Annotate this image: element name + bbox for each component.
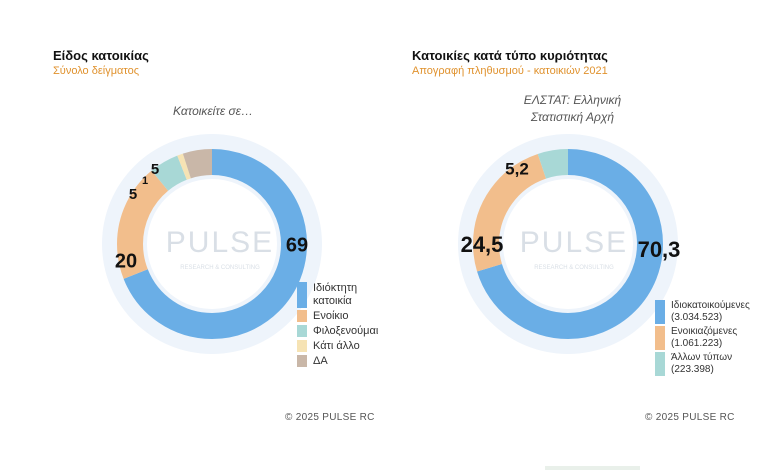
data-label: 5 (151, 161, 159, 178)
chart1-legend: Ιδιόκτητη κατοικία Ενοίκιο Φιλοξενούμαι … (297, 282, 387, 370)
data-label: 20 (115, 250, 137, 272)
legend-label: Κάτι άλλο (313, 340, 360, 352)
legend-swatch (297, 310, 307, 322)
legend-swatch (297, 325, 307, 337)
chart1-copyright: © 2025 PULSE RC (285, 412, 375, 423)
data-label: 5,2 (505, 159, 529, 178)
chart-center (147, 179, 277, 309)
chart1-subtitle: Σύνολο δείγματος (53, 65, 140, 77)
legend-swatch (655, 300, 665, 324)
legend-label: Ιδιόκτητη κατοικία (313, 282, 358, 307)
watermark-text: PULSE (520, 226, 628, 259)
chart1-note: Κατοικείτε σε… (173, 104, 253, 118)
chart-center (503, 179, 633, 309)
chart2-legend: Ιδιοκατοικούμενες (3.034.523) Ενοικιαζόμ… (655, 300, 765, 378)
donut-slice (117, 149, 307, 339)
watermark-subtext: RESEARCH & CONSULTING (180, 265, 260, 271)
chart1-title: Είδος κατοικίας (53, 48, 149, 63)
watermark-subtext: RESEARCH & CONSULTING (534, 265, 614, 271)
legend-item-na: ΔΑ (297, 355, 387, 368)
data-label: 70,3 (638, 237, 681, 262)
bottom-accent-bar (545, 466, 640, 470)
watermark-text: PULSE (166, 226, 274, 259)
legend-item-other: Κάτι άλλο (297, 340, 387, 353)
legend-swatch (297, 355, 307, 367)
legend-swatch (655, 326, 665, 350)
legend-swatch (655, 352, 665, 376)
chart2-subtitle: Απογραφή πληθυσμού - κατοικιών 2021 (412, 65, 608, 77)
donut-slice (473, 149, 663, 339)
legend-label: ΔΑ (313, 355, 328, 367)
legend-label: Ενοικιαζόμενες (1.061.223) (671, 326, 738, 349)
chart2-title: Κατοικίες κατά τύπο κυριότητας (412, 48, 608, 63)
donut-chart-2: PULSE RESEARCH & CONSULTING 70,3 24,5 5,2 (458, 134, 680, 354)
chart2-copyright: © 2025 PULSE RC (645, 412, 735, 423)
chart2-note: ΕΛΣΤΑΤ: Ελληνική Στατιστική Αρχή (523, 93, 622, 124)
legend-item-owner-occupied: Ιδιοκατοικούμενες (3.034.523) (655, 300, 765, 324)
donut-chart-1: PULSE RESEARCH & CONSULTING 69 20 515 (102, 134, 322, 354)
data-label: 5 (129, 186, 137, 203)
legend-item-other-types: Άλλων τύπων (223.398) (655, 352, 765, 376)
data-label: 69 (286, 234, 308, 256)
legend-item-rented: Ενοικιαζόμενες (1.061.223) (655, 326, 765, 350)
legend-label: Ιδιοκατοικούμενες (3.034.523) (671, 300, 750, 323)
legend-label: Φιλοξενούμαι (313, 325, 379, 337)
legend-item-rent: Ενοίκιο (297, 310, 387, 323)
donut-slice (117, 149, 307, 339)
data-label: 1 (142, 175, 148, 187)
legend-item-owned: Ιδιόκτητη κατοικία (297, 282, 387, 308)
legend-swatch (297, 340, 307, 352)
donut-slice (473, 149, 663, 339)
legend-swatch (297, 282, 307, 308)
legend-label: Άλλων τύπων (223.398) (671, 352, 733, 375)
data-label: 24,5 (461, 232, 504, 257)
legend-item-hosted: Φιλοξενούμαι (297, 325, 387, 338)
legend-label: Ενοίκιο (313, 310, 349, 322)
